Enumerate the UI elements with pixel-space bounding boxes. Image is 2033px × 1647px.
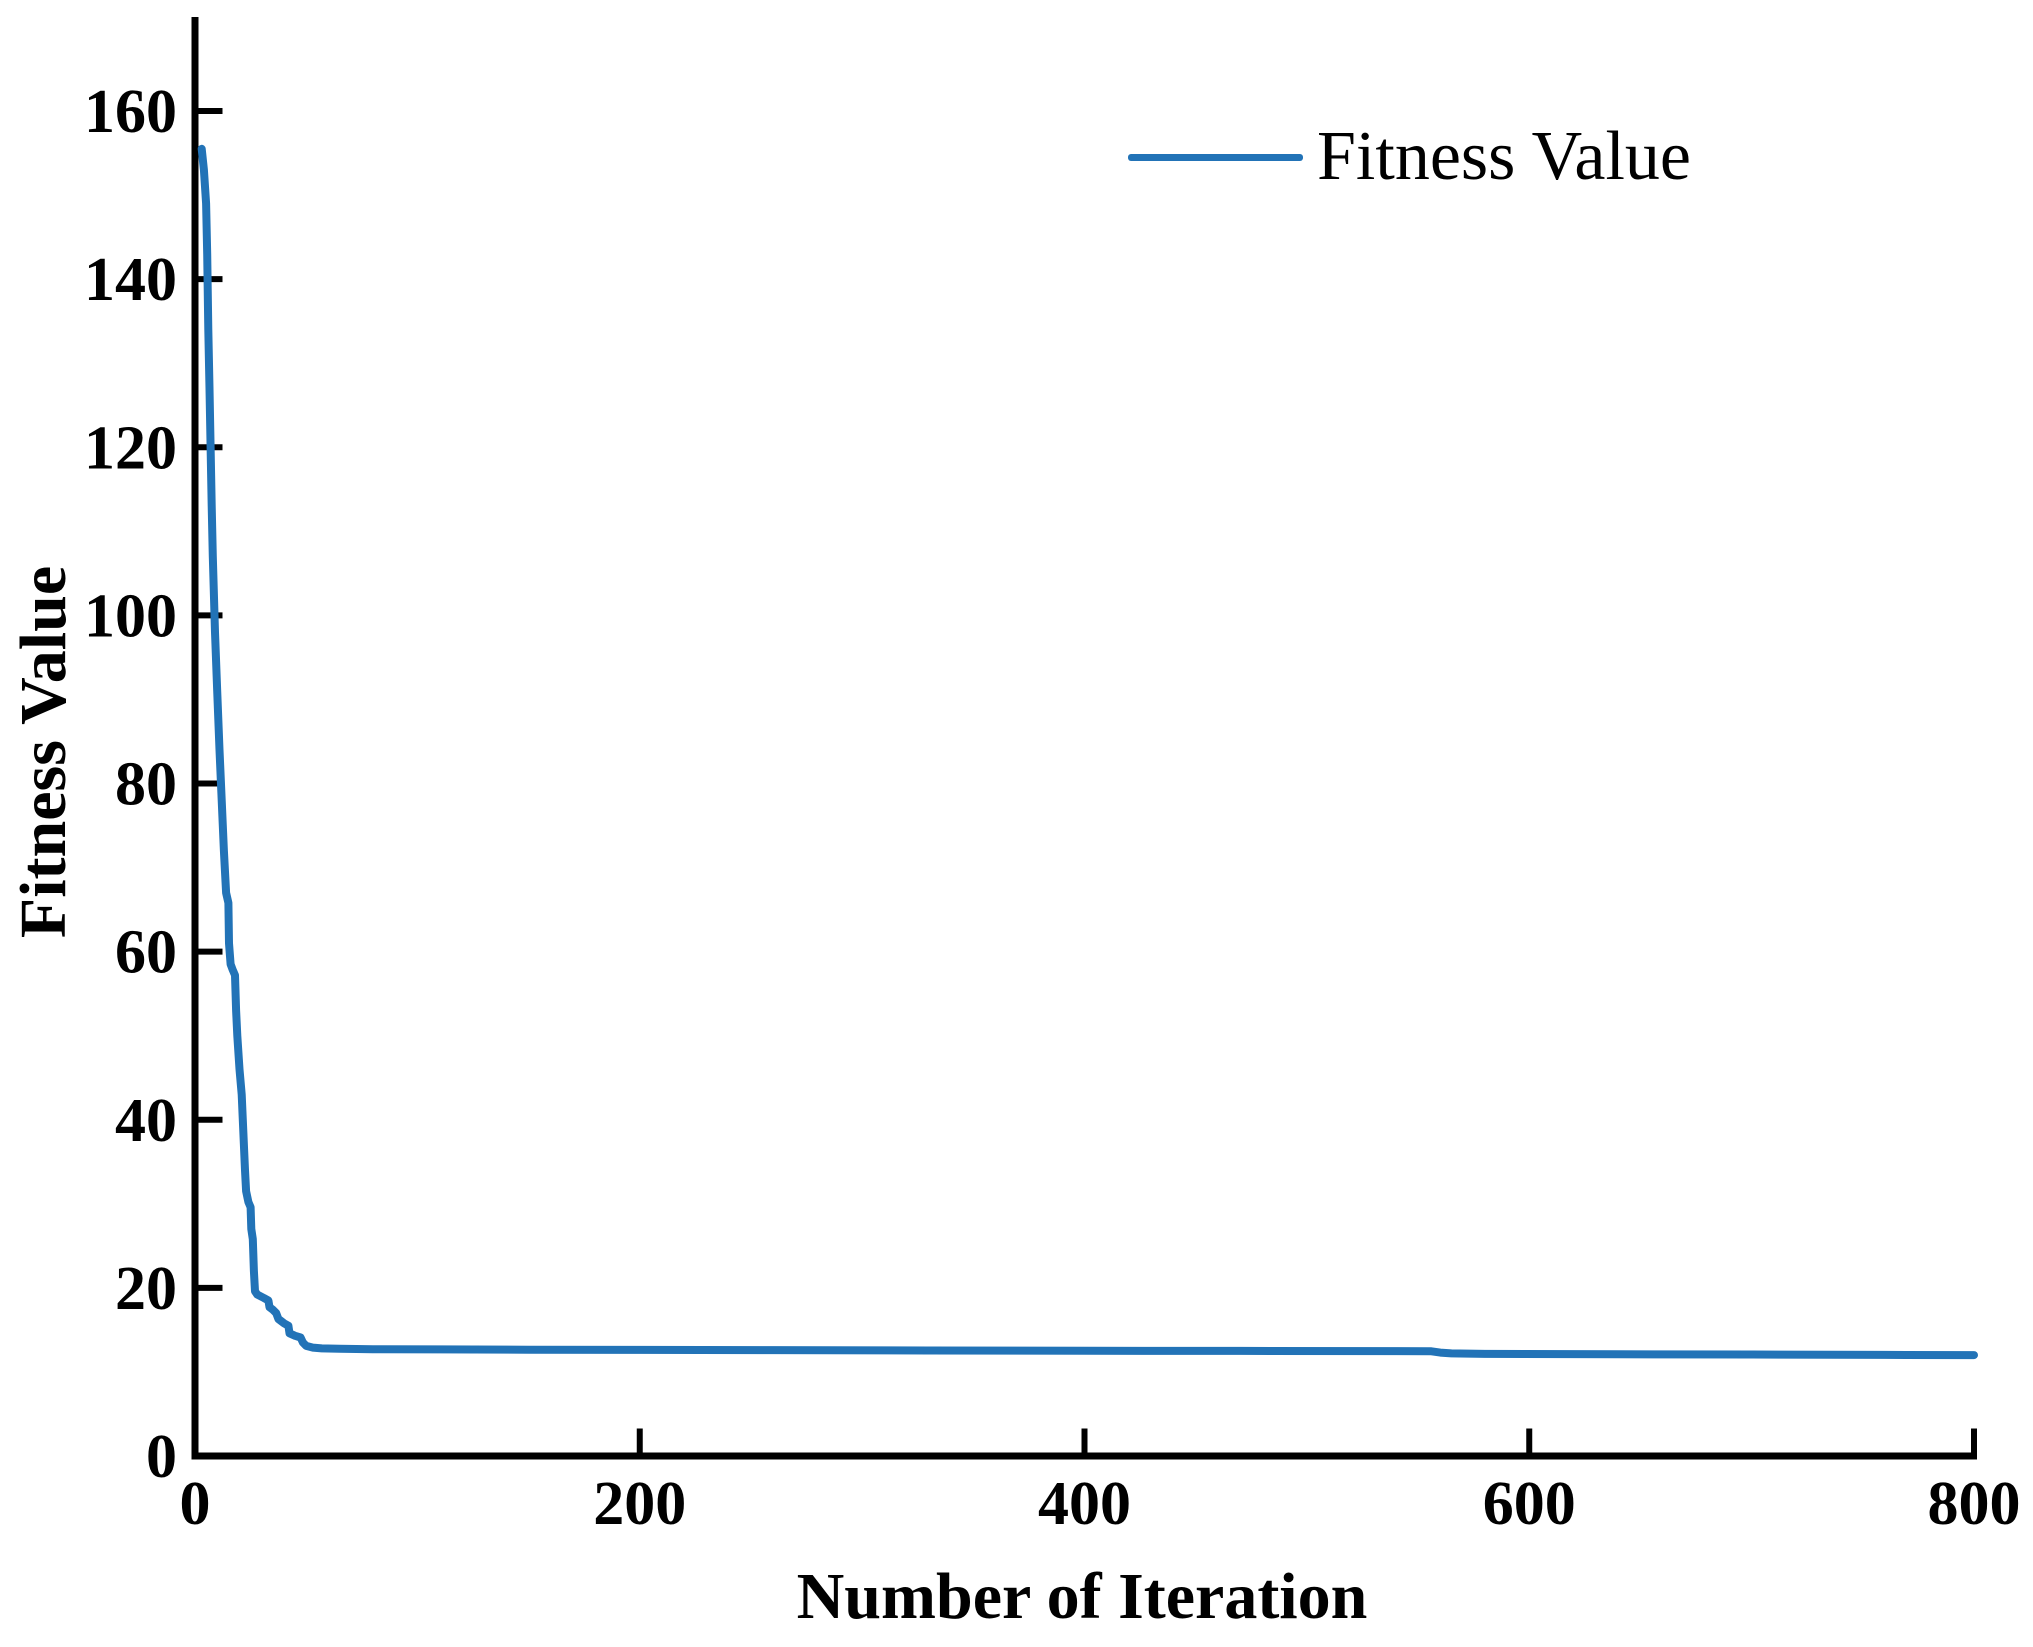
y-tick-label: 20 xyxy=(115,1255,177,1323)
y-tick-label: 80 xyxy=(115,751,177,819)
x-tick-label: 0 xyxy=(180,1470,211,1538)
legend: Fitness Value xyxy=(1128,122,1691,192)
x-tick-label: 600 xyxy=(1483,1470,1576,1538)
y-tick-label: 60 xyxy=(115,919,177,987)
legend-line-swatch xyxy=(1128,153,1303,161)
y-tick-label: 140 xyxy=(84,246,177,314)
y-tick-label: 0 xyxy=(146,1423,177,1491)
legend-label: Fitness Value xyxy=(1317,118,1691,195)
fitness-curve-line xyxy=(197,144,1978,1360)
x-axis-title: Number of Iteration xyxy=(796,1560,1368,1633)
y-axis-title: Fitness Value xyxy=(7,565,80,939)
x-tick-label: 400 xyxy=(1038,1470,1131,1538)
y-tick-label: 100 xyxy=(84,582,177,650)
x-tick-label: 800 xyxy=(1928,1470,2021,1538)
y-tick-label: 120 xyxy=(84,414,177,482)
y-tick-label: 40 xyxy=(115,1087,177,1155)
y-tick-label: 160 xyxy=(84,78,177,146)
x-tick-label: 200 xyxy=(593,1470,686,1538)
